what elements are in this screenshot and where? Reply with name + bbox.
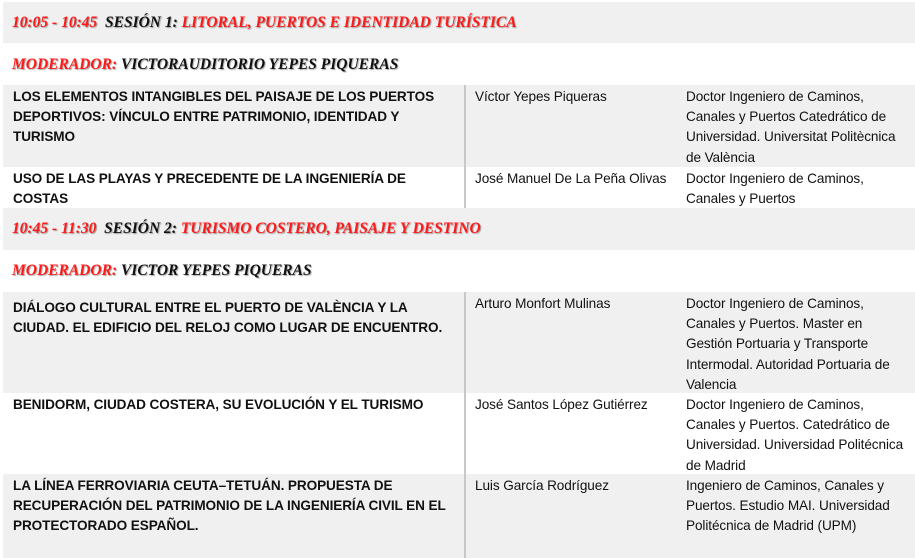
talk-speaker: José Manuel De La Peña Olivas (464, 167, 686, 208)
talk-title: BENIDORM, CIUDAD COSTERA, SU EVOLUCIÓN Y… (13, 397, 424, 412)
session-title: TURISMO COSTERO, PAISAJE Y DESTINO (180, 220, 481, 237)
talk-affiliation: Doctor Ingeniero de Caminos, Canales y P… (686, 296, 890, 392)
session-label: SESIÓN 2: (104, 220, 177, 237)
moderator-row: MODERADOR: VICTOR YEPES PIQUERAS (3, 250, 915, 292)
talk-affiliation: Doctor Ingeniero de Caminos, Canales y P… (686, 171, 864, 207)
moderator-name: VICTORAUDITORIO YEPES PIQUERAS (120, 56, 399, 73)
talk-row: USO DE LAS PLAYAS Y PRECEDENTE DE LA ING… (3, 167, 915, 208)
talk-title: USO DE LAS PLAYAS Y PRECEDENTE DE LA ING… (13, 171, 406, 207)
session-label: SESIÓN 1: (105, 14, 178, 31)
session-time: 10:05 - 10:45 (12, 14, 98, 31)
talk-row: LOS ELEMENTOS INTANGIBLES DEL PAISAJE DE… (3, 85, 915, 167)
session-header: 10:45 - 11:30 SESIÓN 2: TURISMO COSTERO,… (3, 208, 915, 250)
talk-speaker: José Santos López Gutiérrez (464, 393, 686, 474)
talk-row: LA LÍNEA FERROVIARIA CEUTA–TETUÁN. PROPU… (3, 474, 915, 558)
session-time: 10:45 - 11:30 (12, 220, 97, 237)
moderator-name: VICTOR YEPES PIQUERAS (120, 262, 312, 279)
talk-row: DIÁLOGO CULTURAL ENTRE EL PUERTO DE VALÈ… (3, 292, 915, 393)
talk-title: LOS ELEMENTOS INTANGIBLES DEL PAISAJE DE… (13, 89, 435, 145)
moderator-label: MODERADOR: (12, 56, 118, 73)
moderator-label: MODERADOR: (12, 262, 118, 279)
talk-speaker: Víctor Yepes Piqueras (464, 85, 686, 167)
talk-title: LA LÍNEA FERROVIARIA CEUTA–TETUÁN. PROPU… (13, 478, 446, 534)
talk-affiliation: Doctor Ingeniero de Caminos, Canales y P… (686, 397, 904, 473)
moderator-row: MODERADOR: VICTORAUDITORIO YEPES PIQUERA… (3, 43, 915, 85)
session-title: LITORAL, PUERTOS E IDENTIDAD TURÍSTICA (181, 14, 517, 31)
talk-title: DIÁLOGO CULTURAL ENTRE EL PUERTO DE VALÈ… (13, 300, 443, 336)
talk-speaker: Luis García Rodríguez (464, 474, 686, 558)
session-header: 10:05 - 10:45 SESIÓN 1: LITORAL, PUERTOS… (3, 2, 915, 43)
talk-speaker: Arturo Monfort Mulinas (464, 292, 686, 393)
talk-row: BENIDORM, CIUDAD COSTERA, SU EVOLUCIÓN Y… (3, 393, 915, 474)
talk-affiliation: Doctor Ingeniero de Caminos, Canales y P… (686, 89, 896, 165)
talk-affiliation: Ingeniero de Caminos, Canales y Puertos.… (686, 478, 890, 534)
